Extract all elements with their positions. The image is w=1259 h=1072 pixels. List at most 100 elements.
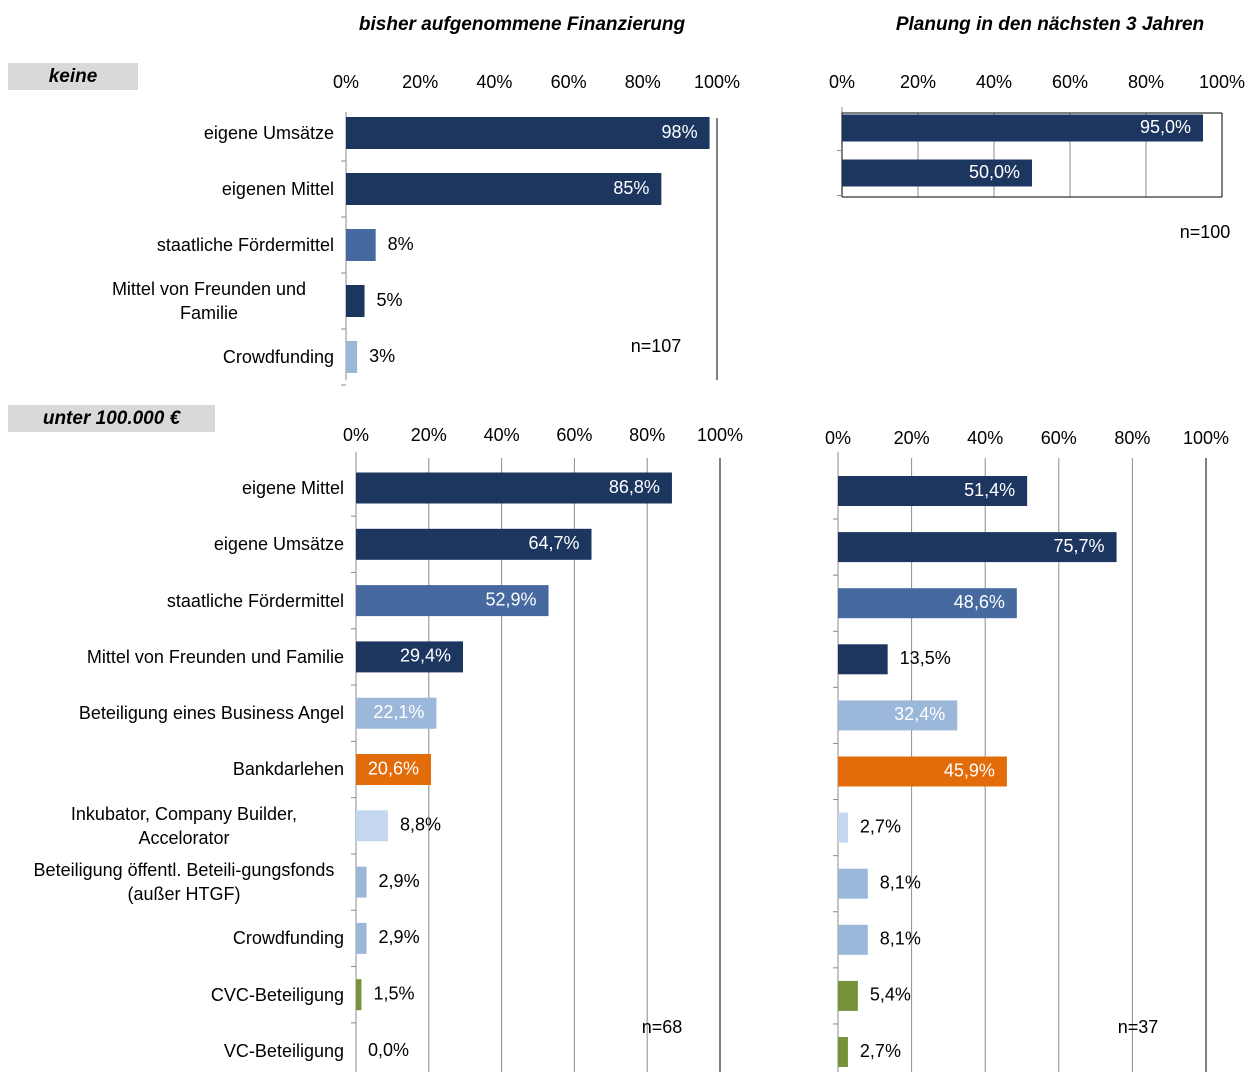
bar <box>356 528 592 560</box>
category-label: staatliche Fördermittel <box>84 217 334 273</box>
value-label: 29,4% <box>400 646 451 666</box>
value-label: 85% <box>613 178 649 198</box>
value-label: 86,8% <box>609 477 660 497</box>
group-label: keine <box>8 63 138 90</box>
category-text: VC-Beteiligung <box>223 1040 344 1061</box>
bar <box>356 866 367 898</box>
category-label: VC-Beteiligung <box>24 1023 344 1072</box>
x-tick-label: 20% <box>900 72 936 92</box>
x-tick-label: 100% <box>694 72 740 92</box>
value-label: 1,5% <box>373 983 414 1003</box>
bar <box>838 980 858 1011</box>
bar <box>346 229 376 261</box>
bar <box>356 697 437 729</box>
value-label: 50,0% <box>969 162 1020 182</box>
category-text: eigenen Mittel <box>221 179 334 199</box>
value-label: 5,4% <box>870 985 911 1005</box>
x-tick-label: 100% <box>1183 428 1229 448</box>
category-text: Bankdarlehen <box>232 759 344 780</box>
annotation: n=100 <box>1180 222 1231 242</box>
value-label: 8,8% <box>400 815 441 835</box>
bar <box>838 868 868 899</box>
x-tick-label: 40% <box>484 425 520 445</box>
x-tick-label: 100% <box>1199 72 1245 92</box>
bar <box>842 159 1032 187</box>
category-label: staatliche Fördermittel <box>24 572 344 628</box>
category-text: CVC-Beteiligung <box>210 984 344 1005</box>
bar <box>842 114 1203 142</box>
bar <box>838 1037 848 1067</box>
bar <box>838 476 1028 506</box>
category-label: Mittel von Freunden und Familie <box>84 273 334 329</box>
category-text: eigene Umsätze <box>203 123 334 143</box>
category-text: Beteiligung öffentl. Beteili-gungsfonds … <box>33 860 335 905</box>
bar <box>838 812 848 843</box>
x-tick-label: 0% <box>825 428 851 448</box>
category-text: eigene Umsätze <box>213 534 344 555</box>
value-label: 13,5% <box>900 648 951 668</box>
bar <box>838 644 888 675</box>
x-tick-label: 60% <box>1052 72 1088 92</box>
value-label: 2,7% <box>860 1041 901 1061</box>
category-label: eigene Umsätze <box>84 105 334 161</box>
column-title: Planung in den nächsten 3 Jahren <box>896 14 1204 35</box>
category-text: Crowdfunding <box>222 347 334 367</box>
bar <box>838 532 1117 563</box>
x-tick-label: 60% <box>556 425 592 445</box>
value-label: 48,6% <box>954 592 1005 612</box>
x-tick-label: 0% <box>829 72 855 92</box>
x-tick-label: 20% <box>411 425 447 445</box>
bar <box>356 754 431 785</box>
annotation: n=68 <box>642 1017 683 1037</box>
bar <box>356 641 464 673</box>
x-tick-label: 20% <box>402 72 438 92</box>
x-tick-label: 60% <box>1041 428 1077 448</box>
category-text: Mittel von Freunden und Familie <box>111 279 307 323</box>
value-label: 5% <box>377 290 403 310</box>
category-label: Beteiligung öffentl. Beteili-gungsfonds … <box>24 854 344 910</box>
x-tick-label: 0% <box>333 72 359 92</box>
category-label: Crowdfunding <box>84 329 334 385</box>
group-label: unter 100.000 € <box>8 405 215 432</box>
category-label: Crowdfunding <box>24 910 344 966</box>
x-tick-label: 80% <box>1114 428 1150 448</box>
category-text: eigene Mittel <box>241 477 344 498</box>
category-text: staatliche Fördermittel <box>166 590 344 611</box>
category-label: Bankdarlehen <box>24 741 344 797</box>
value-label: 95,0% <box>1140 117 1191 137</box>
bar <box>356 810 389 842</box>
value-label: 51,4% <box>964 480 1015 500</box>
x-tick-label: 20% <box>894 428 930 448</box>
value-label: 22,1% <box>373 702 424 722</box>
bar <box>346 341 358 373</box>
bar <box>356 585 549 617</box>
category-text: Crowdfunding <box>232 928 344 949</box>
bar <box>356 922 367 954</box>
bar <box>346 117 710 149</box>
x-tick-label: 80% <box>1128 72 1164 92</box>
value-label: 0,0% <box>368 1040 409 1060</box>
category-label: eigenen Mittel <box>84 161 334 217</box>
bar <box>356 472 672 504</box>
x-tick-label: 40% <box>967 428 1003 448</box>
bar <box>346 173 662 205</box>
value-label: 98% <box>662 122 698 142</box>
value-label: 8% <box>388 234 414 254</box>
bar <box>356 979 362 1011</box>
value-label: 3% <box>369 346 395 366</box>
x-tick-label: 40% <box>976 72 1012 92</box>
category-label: Mittel von Freunden und Familie <box>24 629 344 685</box>
x-tick-label: 100% <box>697 425 743 445</box>
annotation: n=107 <box>631 336 682 356</box>
x-tick-label: 80% <box>625 72 661 92</box>
value-label: 32,4% <box>894 704 945 724</box>
value-label: 52,9% <box>486 589 537 609</box>
bar <box>838 700 958 731</box>
value-label: 45,9% <box>944 760 995 780</box>
bar <box>346 285 365 317</box>
x-tick-label: 0% <box>343 425 369 445</box>
x-tick-label: 40% <box>476 72 512 92</box>
value-label: 2,7% <box>860 816 901 836</box>
category-text: Inkubator, Company Builder, Accelorator <box>70 803 298 848</box>
